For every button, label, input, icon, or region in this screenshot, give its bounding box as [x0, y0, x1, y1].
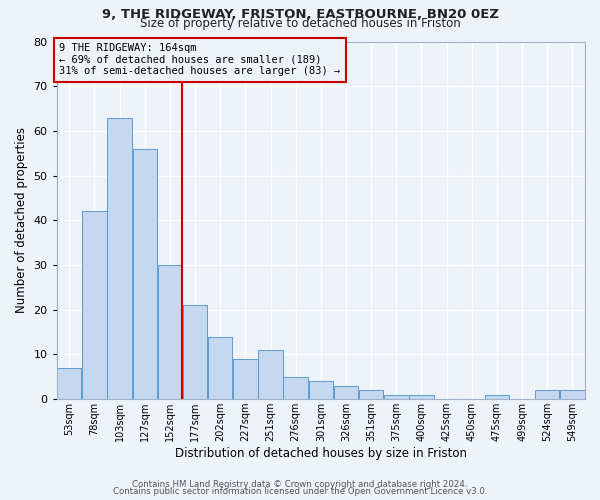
Text: 9 THE RIDGEWAY: 164sqm
← 69% of detached houses are smaller (189)
31% of semi-de: 9 THE RIDGEWAY: 164sqm ← 69% of detached… — [59, 44, 341, 76]
Y-axis label: Number of detached properties: Number of detached properties — [15, 128, 28, 314]
Bar — [107, 118, 132, 399]
Bar — [133, 149, 157, 399]
Bar — [208, 336, 232, 399]
Bar — [158, 265, 182, 399]
Bar — [334, 386, 358, 399]
Bar — [183, 306, 207, 399]
Bar — [409, 394, 434, 399]
Bar — [57, 368, 82, 399]
Bar — [82, 212, 107, 399]
X-axis label: Distribution of detached houses by size in Friston: Distribution of detached houses by size … — [175, 447, 467, 460]
Bar — [384, 394, 409, 399]
Text: 9, THE RIDGEWAY, FRISTON, EASTBOURNE, BN20 0EZ: 9, THE RIDGEWAY, FRISTON, EASTBOURNE, BN… — [101, 8, 499, 20]
Bar — [233, 359, 257, 399]
Bar — [259, 350, 283, 399]
Text: Contains HM Land Registry data © Crown copyright and database right 2024.: Contains HM Land Registry data © Crown c… — [132, 480, 468, 489]
Bar — [535, 390, 559, 399]
Bar — [283, 377, 308, 399]
Text: Contains public sector information licensed under the Open Government Licence v3: Contains public sector information licen… — [113, 488, 487, 496]
Text: Size of property relative to detached houses in Friston: Size of property relative to detached ho… — [140, 18, 460, 30]
Bar — [308, 382, 333, 399]
Bar — [485, 394, 509, 399]
Bar — [560, 390, 584, 399]
Bar — [359, 390, 383, 399]
